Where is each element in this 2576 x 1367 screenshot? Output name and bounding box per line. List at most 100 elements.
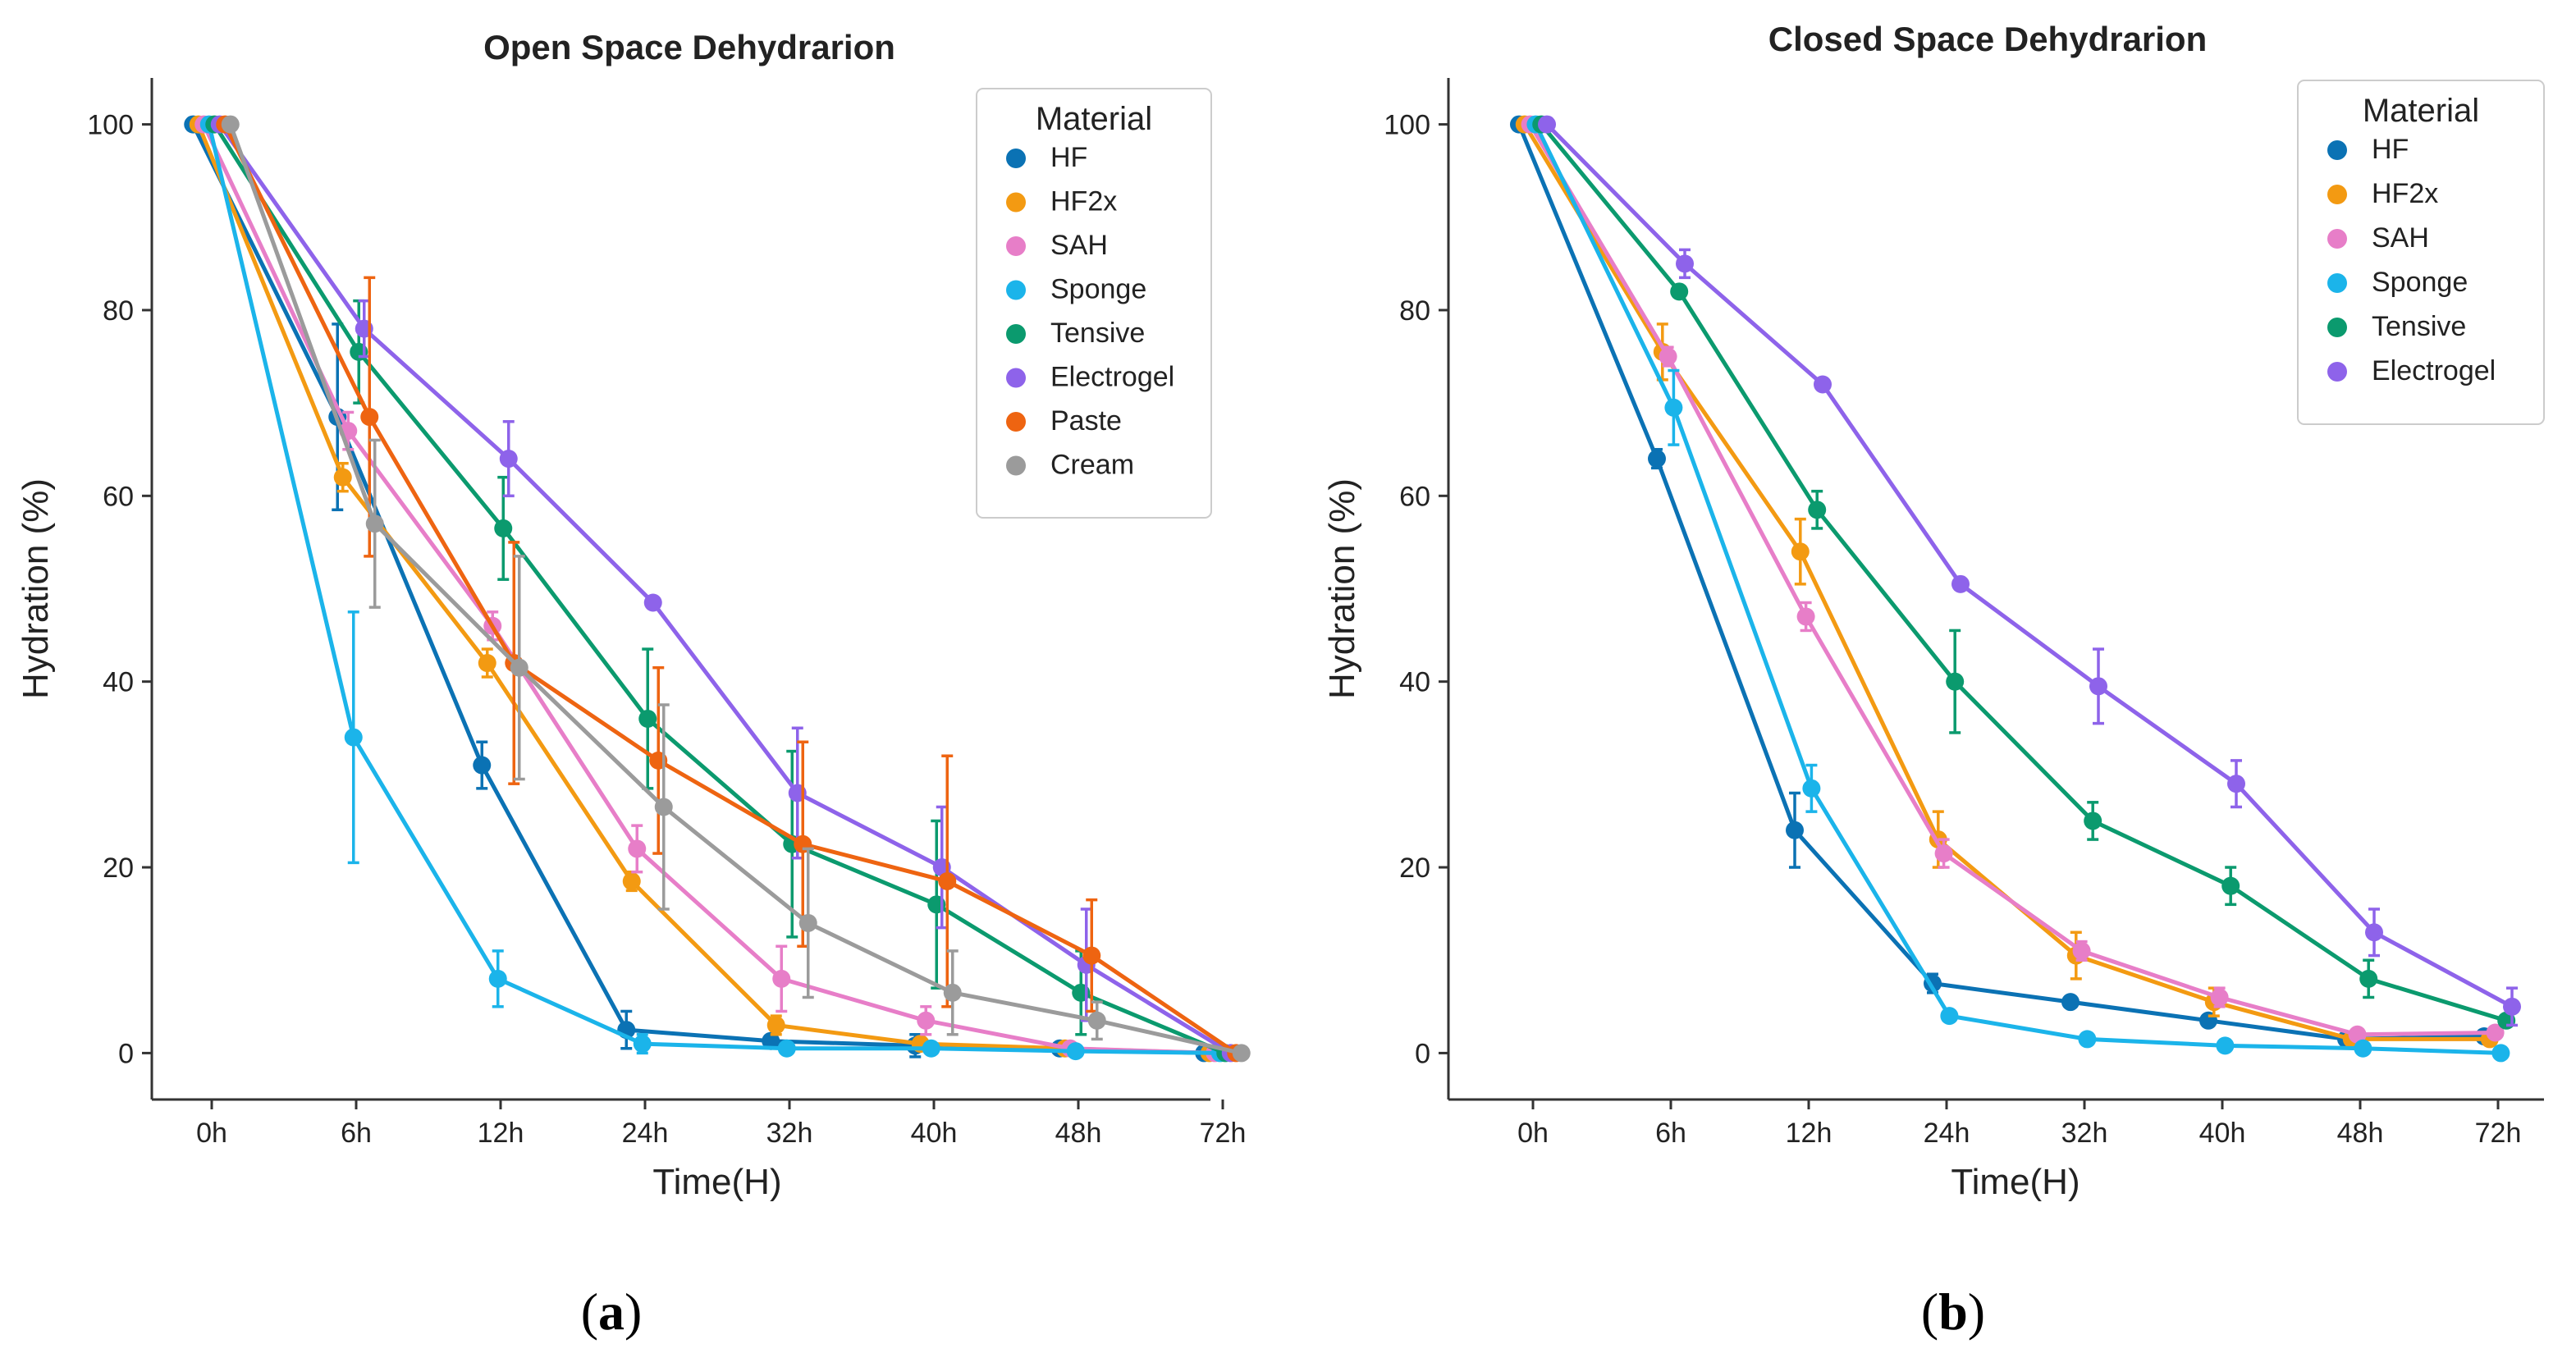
data-point bbox=[494, 519, 513, 537]
data-point bbox=[798, 913, 817, 932]
series-line bbox=[207, 124, 1220, 1055]
data-point bbox=[622, 872, 641, 891]
legend-item-sponge: Sponge bbox=[1006, 274, 1146, 305]
data-point bbox=[360, 408, 379, 427]
y-axis-label: Hydration (%) bbox=[1322, 478, 1362, 699]
legend-box bbox=[976, 88, 1212, 519]
y-tick-label: 40 bbox=[103, 667, 134, 698]
y-axis-label: Hydration (%) bbox=[16, 478, 56, 699]
legend-marker bbox=[1006, 412, 1026, 432]
data-point bbox=[510, 658, 528, 677]
data-point bbox=[2491, 1044, 2510, 1063]
x-tick-label: 24h bbox=[1924, 1118, 1970, 1149]
legend-marker bbox=[2327, 273, 2347, 293]
x-tick-label: 48h bbox=[2337, 1118, 2384, 1149]
data-point bbox=[365, 514, 384, 533]
data-point bbox=[1082, 946, 1101, 965]
legend-marker bbox=[2327, 362, 2347, 382]
legend-title: Material bbox=[2363, 93, 2479, 129]
data-point bbox=[473, 756, 492, 775]
data-point bbox=[1664, 398, 1683, 417]
chart-title: Closed Space Dehydrarion bbox=[1768, 20, 2208, 58]
legend: Material HF HF2x SAH Sponge Tensive Electrogel… bbox=[976, 88, 1212, 519]
x-tick-label: 72h bbox=[1200, 1118, 1247, 1149]
data-point bbox=[2486, 1023, 2505, 1042]
data-point bbox=[922, 1039, 940, 1058]
data-point bbox=[333, 468, 352, 487]
data-point bbox=[654, 798, 673, 816]
legend-item-tensive: Tensive bbox=[2327, 311, 2466, 342]
data-point bbox=[2354, 1039, 2372, 1058]
y-tick-label: 60 bbox=[103, 481, 134, 512]
data-point bbox=[488, 969, 507, 988]
panel-label: (b) bbox=[1921, 1282, 1985, 1341]
data-point bbox=[638, 709, 657, 728]
x-tick-label: 6h bbox=[341, 1118, 372, 1149]
x-axis-label: Time(H) bbox=[1951, 1162, 2080, 1202]
x-tick-label: 32h bbox=[2061, 1118, 2108, 1149]
data-point bbox=[2084, 812, 2102, 830]
legend-marker bbox=[1006, 192, 1026, 213]
legend-label: Tensive bbox=[2372, 311, 2466, 342]
legend-label: Sponge bbox=[1050, 274, 1146, 305]
series-cream bbox=[221, 115, 1251, 1063]
data-point bbox=[221, 115, 240, 134]
data-point bbox=[2348, 1025, 2367, 1044]
data-point bbox=[628, 839, 647, 858]
data-point bbox=[762, 1031, 780, 1050]
series-line bbox=[201, 123, 1215, 1055]
legend-marker bbox=[1006, 236, 1026, 256]
data-point bbox=[772, 969, 791, 988]
legend-label: HF2x bbox=[1050, 186, 1117, 217]
legend-marker bbox=[1006, 368, 1026, 388]
data-point bbox=[2365, 923, 2383, 942]
legend-box bbox=[2297, 80, 2545, 425]
legend-item-sah: SAH bbox=[2327, 222, 2429, 254]
y-tick-label: 0 bbox=[118, 1038, 134, 1069]
data-point bbox=[1648, 450, 1666, 469]
data-point bbox=[1232, 1044, 1251, 1063]
legend-item-electrogel: Electrogel bbox=[2327, 355, 2496, 386]
data-point bbox=[1940, 1007, 1959, 1026]
panel-a: Open Space Dehydrarion 0 20 40 60 80 100 0h 6h 12… bbox=[16, 28, 1251, 1341]
series-line bbox=[1517, 123, 2485, 1041]
data-point bbox=[1538, 115, 1556, 134]
series-tensive bbox=[1532, 115, 2516, 1030]
legend-item-hf: HF bbox=[1006, 142, 1087, 173]
legend-label: SAH bbox=[2372, 222, 2429, 254]
data-point bbox=[2210, 988, 2229, 1007]
x-tick-label: 40h bbox=[911, 1118, 958, 1149]
panel-b: Closed Space Dehydrarion 0 20 40 60 80 100 0h 6h… bbox=[1322, 20, 2545, 1341]
legend-item-electrogel: Electrogel bbox=[1006, 362, 1174, 393]
series-line bbox=[1545, 122, 2514, 1009]
series-line bbox=[217, 123, 1233, 1055]
data-point bbox=[1796, 607, 1815, 626]
legend-item-tensive: Tensive bbox=[1006, 318, 1145, 349]
series-sponge bbox=[1526, 115, 2510, 1063]
data-point bbox=[1670, 282, 1689, 301]
data-point bbox=[1066, 1042, 1085, 1061]
legend-label: Electrogel bbox=[2372, 355, 2496, 386]
series-line bbox=[223, 123, 1238, 1055]
chart-title: Open Space Dehydrarion bbox=[483, 28, 895, 66]
data-point bbox=[1659, 347, 1677, 366]
data-point bbox=[2061, 993, 2080, 1012]
data-point bbox=[2221, 876, 2240, 895]
legend-item-hf2x: HF2x bbox=[1006, 186, 1117, 217]
legend-label: Paste bbox=[1050, 405, 1122, 437]
x-tick-label: 32h bbox=[766, 1118, 813, 1149]
y-tick-label: 40 bbox=[1399, 667, 1430, 698]
x-tick-label: 48h bbox=[1055, 1118, 1102, 1149]
legend-label: Sponge bbox=[2372, 267, 2468, 298]
data-point bbox=[917, 1011, 936, 1030]
data-point bbox=[2089, 677, 2107, 696]
data-point bbox=[766, 1016, 785, 1035]
data-point bbox=[1802, 779, 1821, 798]
series-line bbox=[196, 123, 1210, 1055]
panel-label: (a) bbox=[581, 1282, 643, 1341]
legend-marker bbox=[1006, 280, 1026, 300]
legend-label: SAH bbox=[1050, 230, 1108, 261]
x-tick-label: 12h bbox=[478, 1118, 524, 1149]
y-tick-label: 20 bbox=[103, 853, 134, 884]
